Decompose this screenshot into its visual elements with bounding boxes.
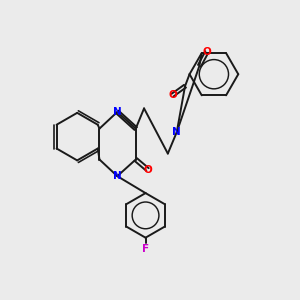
- Text: O: O: [168, 90, 177, 100]
- Text: N: N: [113, 171, 122, 181]
- Text: O: O: [202, 47, 211, 57]
- Text: N: N: [113, 107, 122, 117]
- Text: F: F: [142, 244, 149, 254]
- Text: O: O: [143, 164, 152, 175]
- Text: N: N: [172, 127, 181, 137]
